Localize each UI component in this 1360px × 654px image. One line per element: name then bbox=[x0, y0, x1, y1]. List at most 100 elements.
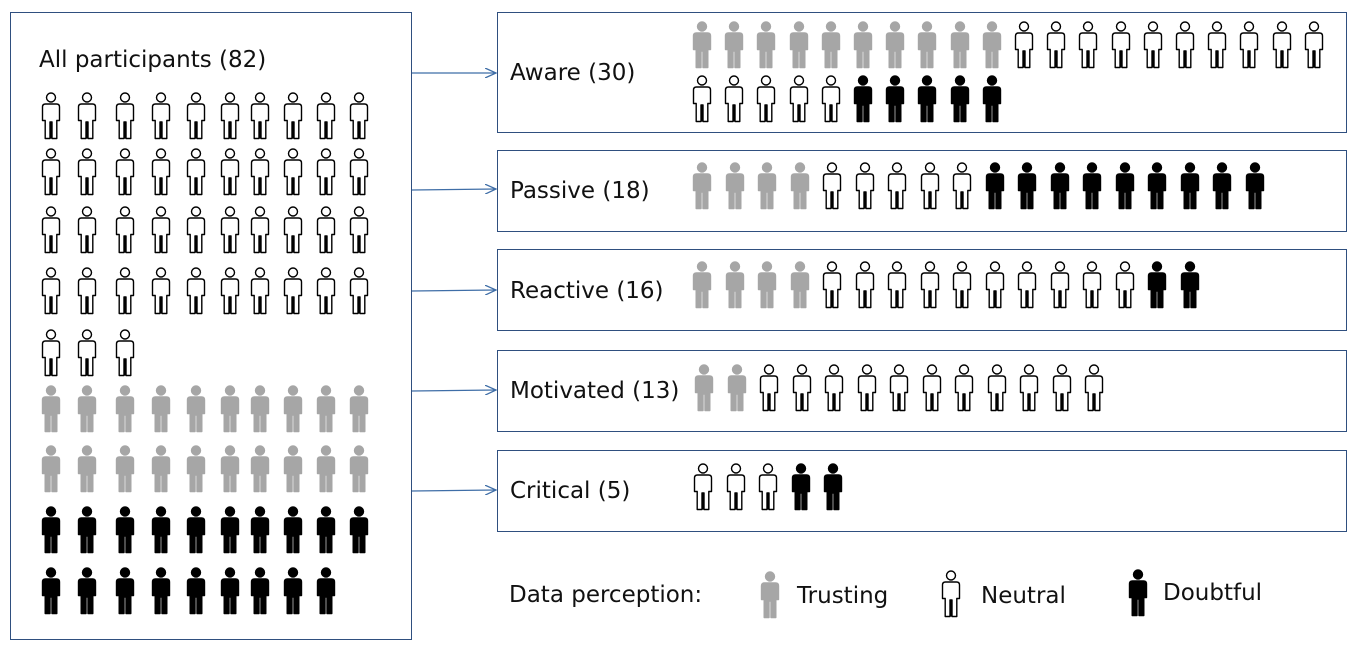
person-icon-outline bbox=[1301, 21, 1327, 71]
person-icon-outline bbox=[112, 329, 138, 379]
person-icon-outline bbox=[313, 206, 339, 256]
person-icon-outline bbox=[247, 267, 273, 317]
person-icon-outline bbox=[1204, 21, 1230, 71]
person-icon-outline bbox=[1016, 364, 1042, 414]
person-icon-gray bbox=[753, 21, 779, 71]
person-icon-black bbox=[1112, 162, 1138, 212]
person-icon-gray bbox=[313, 385, 339, 435]
person-icon-black bbox=[74, 506, 100, 556]
person-icon-outline bbox=[884, 261, 910, 311]
person-icon-outline bbox=[217, 267, 243, 317]
person-icon-gray bbox=[786, 21, 812, 71]
person-icon-gray bbox=[914, 21, 940, 71]
person-icon-black bbox=[280, 506, 306, 556]
person-icon-outline bbox=[884, 162, 910, 212]
person-icon-outline bbox=[247, 206, 273, 256]
person-icon-black bbox=[217, 567, 243, 617]
person-icon-outline bbox=[217, 206, 243, 256]
person-icon-gray bbox=[691, 364, 717, 414]
person-icon-gray bbox=[346, 445, 372, 495]
person-icon-outline bbox=[786, 75, 812, 125]
group-box-motivated: Motivated (13) bbox=[497, 350, 1347, 432]
person-icon-outline bbox=[854, 364, 880, 414]
person-icon-gray bbox=[247, 445, 273, 495]
person-icon-gray bbox=[280, 385, 306, 435]
person-icon-outline bbox=[852, 162, 878, 212]
person-icon-black bbox=[74, 567, 100, 617]
person-icon-outline bbox=[38, 329, 64, 379]
person-icon-gray bbox=[979, 21, 1005, 71]
person-icon-black bbox=[183, 506, 209, 556]
person-icon-outline bbox=[183, 148, 209, 198]
person-icon-outline bbox=[1043, 21, 1069, 71]
person-icon-black bbox=[788, 463, 814, 513]
person-icon-outline bbox=[1140, 21, 1166, 71]
person-icon-outline bbox=[38, 92, 64, 142]
person-icon-gray bbox=[148, 385, 174, 435]
person-icon-gray bbox=[722, 162, 748, 212]
person-icon-outline bbox=[1047, 261, 1073, 311]
legend-title: Data perception: bbox=[509, 582, 703, 608]
group-box-aware: Aware (30) bbox=[497, 12, 1347, 133]
person-icon-outline bbox=[689, 75, 715, 125]
legend-label-neutral: Neutral bbox=[981, 583, 1066, 609]
person-icon-outline bbox=[280, 148, 306, 198]
person-icon-gray bbox=[112, 445, 138, 495]
person-icon-gray bbox=[722, 261, 748, 311]
person-icon-gray bbox=[787, 261, 813, 311]
person-icon-black bbox=[1047, 162, 1073, 212]
person-icon-outline bbox=[148, 206, 174, 256]
person-icon-outline bbox=[1108, 21, 1134, 71]
person-icon-outline bbox=[1011, 21, 1037, 71]
person-icon-black bbox=[148, 567, 174, 617]
person-icon-outline bbox=[949, 162, 975, 212]
person-icon-outline bbox=[74, 148, 100, 198]
person-icon-black bbox=[217, 506, 243, 556]
person-icon-black bbox=[1177, 261, 1203, 311]
person-icon-gray bbox=[217, 385, 243, 435]
person-icon-outline bbox=[280, 206, 306, 256]
person-icon-outline bbox=[753, 75, 779, 125]
person-icon-outline bbox=[938, 570, 964, 620]
person-icon-gray bbox=[757, 571, 783, 621]
person-icon-outline bbox=[183, 267, 209, 317]
all-participants-box: All participants (82) bbox=[10, 12, 412, 640]
person-icon-black bbox=[1242, 162, 1268, 212]
group-box-passive: Passive (18) bbox=[497, 150, 1347, 232]
person-icon-black bbox=[313, 567, 339, 617]
person-icon-gray bbox=[787, 162, 813, 212]
person-icon-outline bbox=[112, 92, 138, 142]
person-icon-outline bbox=[1236, 21, 1262, 71]
person-icon-outline bbox=[1014, 261, 1040, 311]
person-icon-outline bbox=[74, 92, 100, 142]
person-icon-outline bbox=[313, 267, 339, 317]
person-icon-black bbox=[183, 567, 209, 617]
group-label-motivated: Motivated (13) bbox=[510, 378, 680, 404]
person-icon-gray bbox=[818, 21, 844, 71]
person-icon-gray bbox=[689, 21, 715, 71]
person-icon-outline bbox=[148, 148, 174, 198]
person-icon-outline bbox=[949, 261, 975, 311]
person-icon-outline bbox=[1172, 21, 1198, 71]
person-icon-black bbox=[1144, 261, 1170, 311]
person-icon-outline bbox=[1075, 21, 1101, 71]
legend-label-trusting: Trusting bbox=[797, 583, 889, 609]
person-icon-black bbox=[1177, 162, 1203, 212]
person-icon-outline bbox=[38, 267, 64, 317]
person-icon-black bbox=[1144, 162, 1170, 212]
person-icon-outline bbox=[183, 92, 209, 142]
person-icon-gray bbox=[38, 385, 64, 435]
person-icon-black bbox=[1209, 162, 1235, 212]
group-label-passive: Passive (18) bbox=[510, 178, 650, 204]
person-icon-outline bbox=[1081, 364, 1107, 414]
person-icon-outline bbox=[346, 92, 372, 142]
person-icon-outline bbox=[148, 92, 174, 142]
person-icon-black bbox=[1014, 162, 1040, 212]
person-icon-gray bbox=[38, 445, 64, 495]
person-icon-outline bbox=[217, 148, 243, 198]
person-icon-outline bbox=[852, 261, 878, 311]
person-icon-outline bbox=[917, 261, 943, 311]
person-icon-outline bbox=[1112, 261, 1138, 311]
person-icon-outline bbox=[886, 364, 912, 414]
person-icon-black bbox=[1079, 162, 1105, 212]
